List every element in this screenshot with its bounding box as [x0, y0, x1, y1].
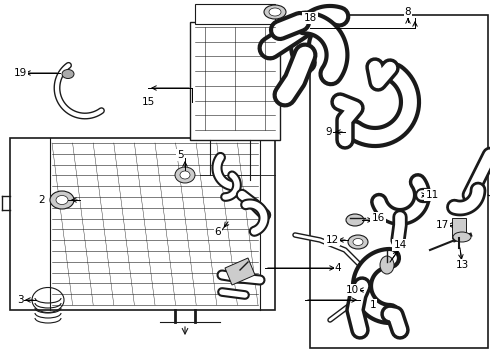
Text: 13: 13	[455, 260, 468, 270]
Polygon shape	[225, 258, 255, 285]
Text: 14: 14	[393, 240, 407, 250]
Ellipse shape	[56, 195, 68, 204]
Text: 11: 11	[425, 190, 439, 200]
Text: 12: 12	[325, 235, 339, 245]
Text: 17: 17	[436, 220, 449, 230]
Bar	[452, 218, 466, 238]
Text: 19: 19	[13, 68, 26, 78]
Text: 5: 5	[177, 150, 183, 160]
Bar	[195, 4, 275, 24]
Ellipse shape	[348, 235, 368, 249]
Text: 3: 3	[17, 295, 24, 305]
Ellipse shape	[346, 214, 364, 226]
Text: 18: 18	[303, 13, 317, 23]
Text: 16: 16	[371, 213, 385, 223]
Ellipse shape	[50, 191, 74, 209]
Bar	[190, 22, 280, 140]
Text: 15: 15	[142, 97, 155, 107]
Text: 4: 4	[335, 263, 342, 273]
Text: 2: 2	[39, 195, 45, 205]
Text: 1: 1	[369, 300, 376, 310]
Bar	[310, 15, 488, 348]
Ellipse shape	[62, 69, 74, 78]
Ellipse shape	[175, 167, 195, 183]
Ellipse shape	[453, 232, 471, 242]
Text: 10: 10	[345, 285, 359, 295]
Text: 9: 9	[326, 127, 332, 137]
Ellipse shape	[380, 256, 394, 274]
Ellipse shape	[180, 171, 190, 179]
Ellipse shape	[269, 8, 281, 16]
Ellipse shape	[353, 238, 363, 246]
Text: 8: 8	[405, 7, 411, 17]
Ellipse shape	[264, 5, 286, 19]
Text: 6: 6	[215, 227, 221, 237]
